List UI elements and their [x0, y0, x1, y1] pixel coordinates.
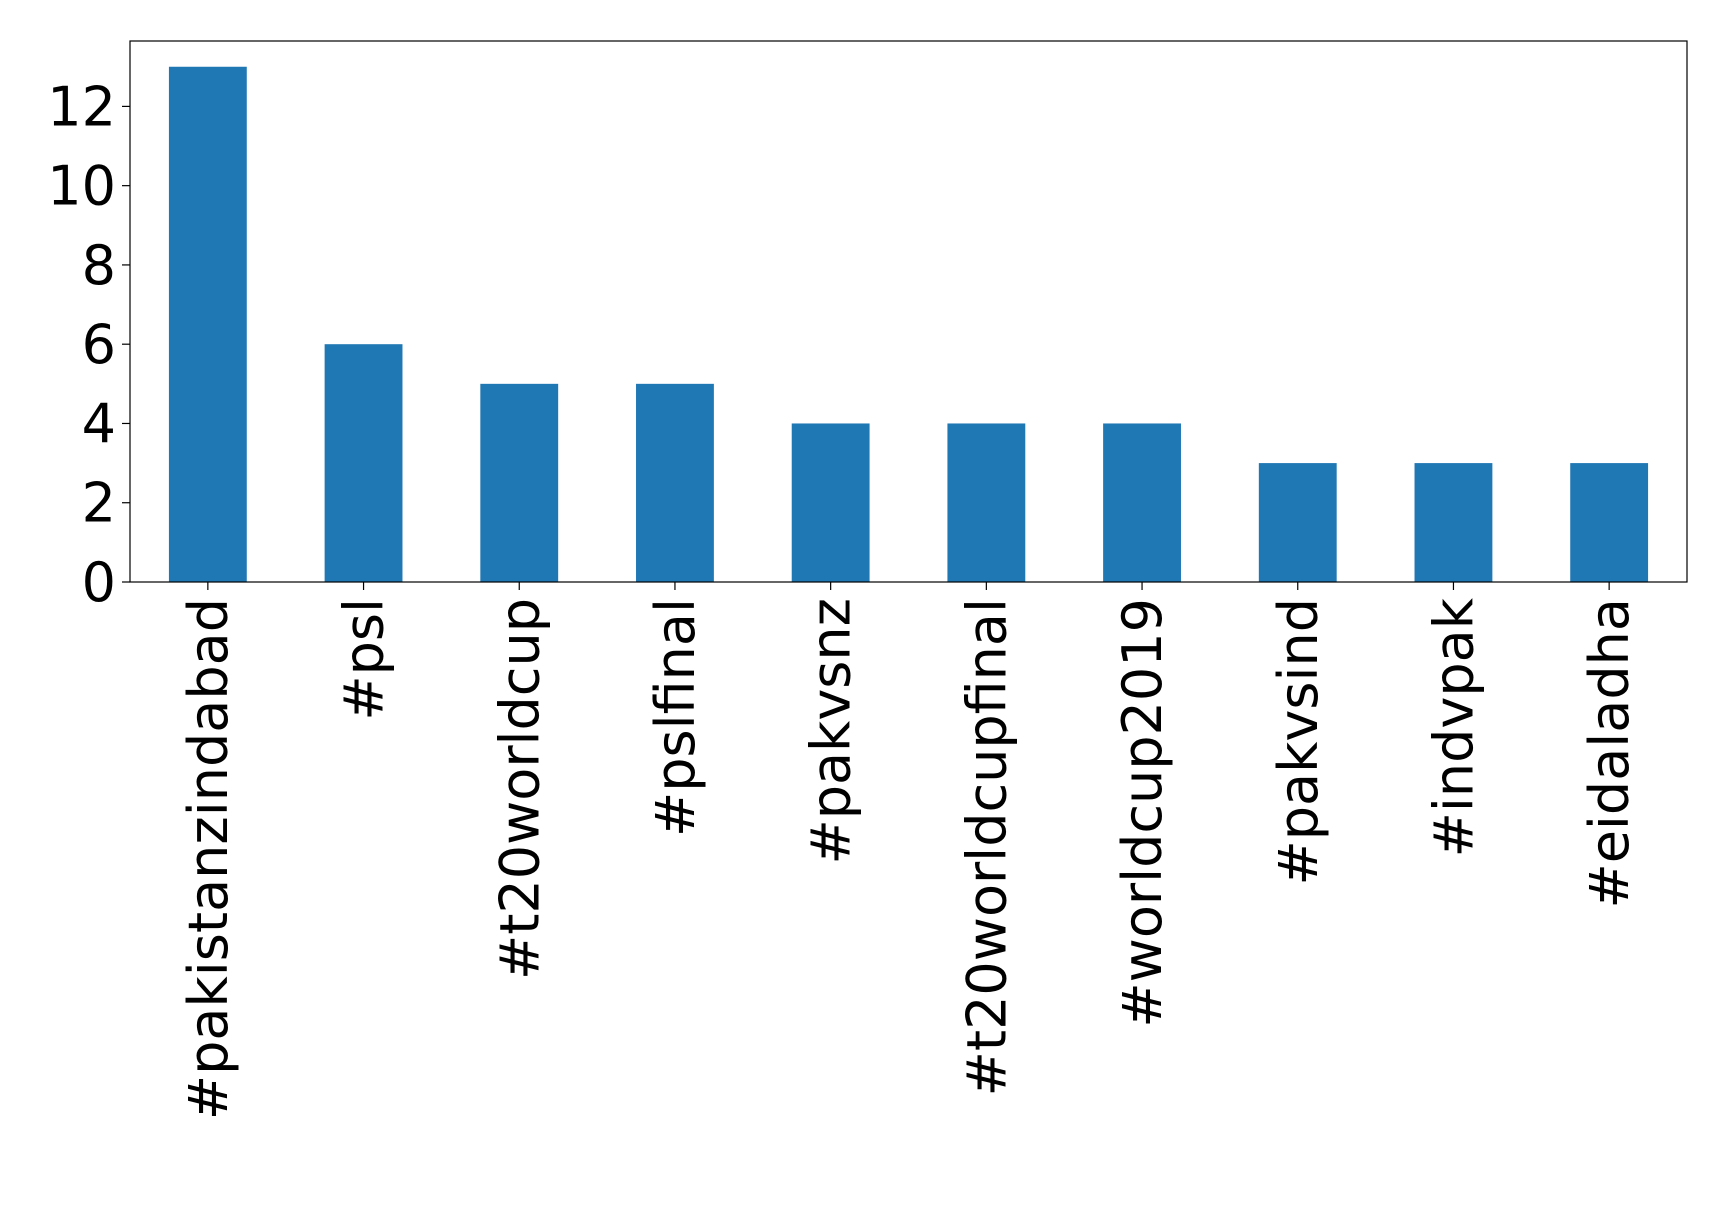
plot-frame — [129, 40, 1688, 583]
bar — [1570, 463, 1649, 582]
bar — [1103, 423, 1181, 582]
y-tick-label: 2 — [82, 472, 116, 535]
x-tick-label: #t20worldcupfinal — [955, 598, 1018, 1096]
x-tick-label: #eidaladha — [1578, 598, 1641, 909]
x-tick-label: #pakvsind — [1267, 598, 1330, 885]
x-tick-label: #t20worldcup — [488, 598, 551, 980]
x-tick-label: #pakistanzindabad — [177, 598, 240, 1120]
y-tick-label: 12 — [47, 75, 116, 138]
bar — [947, 423, 1026, 582]
bar — [480, 383, 559, 582]
bar — [636, 383, 714, 582]
x-tick-label: #indvpak — [1422, 597, 1485, 857]
y-tick-label: 0 — [82, 551, 116, 614]
bar — [1414, 463, 1493, 582]
y-tick-label: 10 — [47, 155, 116, 218]
bar — [1258, 463, 1337, 582]
x-tick-label: #pslfinal — [644, 598, 707, 837]
x-tick-label: #pakvsnz — [800, 598, 863, 865]
y-tick-label: 4 — [82, 392, 116, 455]
x-tick-label: #psl — [333, 598, 396, 721]
x-tick-label: #worldcup2019 — [1111, 598, 1174, 1028]
y-tick-label: 8 — [82, 234, 116, 297]
bar — [324, 344, 403, 582]
y-tick-label: 6 — [82, 313, 116, 376]
bar — [168, 66, 247, 582]
bar — [791, 423, 870, 582]
